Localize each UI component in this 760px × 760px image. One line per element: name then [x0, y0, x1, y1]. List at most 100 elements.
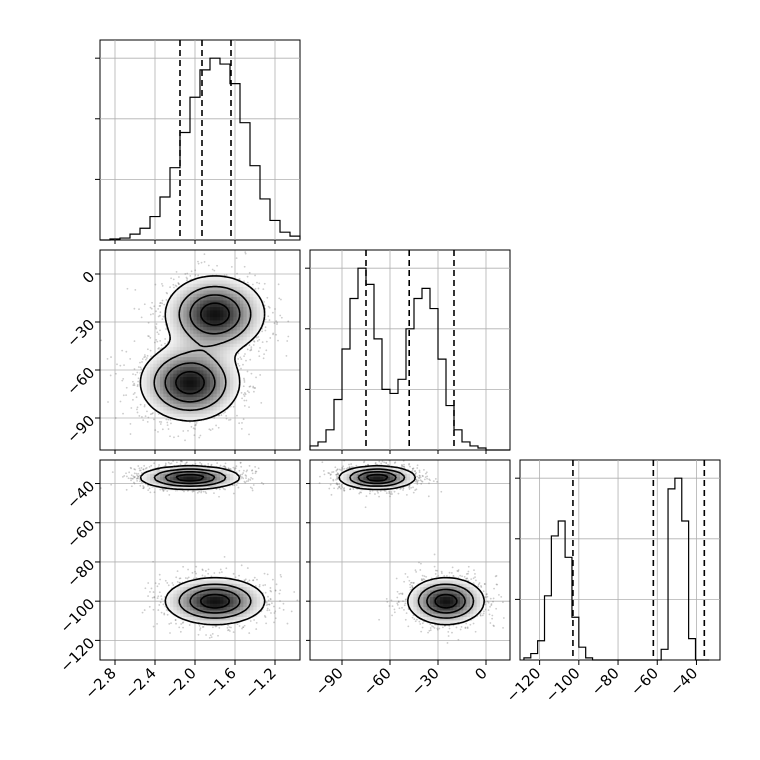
sample-point — [242, 477, 245, 480]
sample-point — [180, 623, 183, 625]
sample-point — [239, 462, 242, 464]
sample-point — [140, 472, 143, 474]
density-cell — [196, 400, 201, 404]
sample-point — [158, 604, 161, 606]
sample-point — [264, 329, 267, 332]
density-cell — [176, 333, 181, 338]
density-cell — [206, 330, 211, 334]
density-cell — [203, 313, 208, 318]
sample-point — [238, 422, 241, 425]
density-cell — [190, 360, 194, 364]
density-cell — [210, 393, 214, 398]
density-cell — [216, 276, 221, 281]
density-cell — [146, 393, 151, 398]
density-cell — [206, 326, 211, 331]
sample-point — [158, 573, 161, 576]
density-cell — [213, 310, 218, 314]
sample-point — [273, 322, 276, 325]
sample-point — [269, 587, 272, 589]
sample-point — [130, 479, 132, 482]
density-cell — [213, 356, 218, 361]
density-cell — [216, 313, 221, 318]
sample-point — [159, 301, 162, 304]
density-cell — [223, 276, 228, 281]
density-cell — [216, 403, 221, 408]
density-cell — [233, 330, 238, 334]
sample-point — [276, 321, 279, 324]
density-cell — [190, 376, 194, 381]
density-cell — [186, 303, 191, 308]
sample-point — [248, 406, 250, 409]
sample-point — [151, 412, 154, 415]
density-cell — [236, 340, 241, 344]
density-cell — [183, 416, 188, 421]
density-cell — [220, 300, 224, 304]
density-cell — [260, 313, 264, 318]
density-cell — [166, 406, 171, 411]
density-cell — [206, 333, 211, 338]
sample-point — [250, 372, 253, 375]
density-cell — [230, 390, 234, 394]
density-cell — [230, 330, 234, 334]
sample-point — [140, 316, 143, 319]
sample-point — [280, 298, 282, 301]
density-cell — [210, 313, 214, 318]
density-cell — [190, 303, 194, 308]
density-cell — [150, 363, 154, 368]
density-cell — [176, 360, 181, 364]
sample-point — [125, 394, 128, 397]
sample-point — [262, 288, 265, 291]
density-cell — [233, 370, 238, 374]
density-cell — [193, 326, 198, 331]
sample-point — [240, 427, 243, 430]
sample-point — [271, 578, 274, 581]
density-cell — [210, 366, 214, 371]
density-cell — [170, 363, 174, 368]
density-cell — [170, 333, 174, 338]
density-cell — [223, 406, 228, 411]
sample-point — [135, 472, 138, 475]
density-cell — [183, 363, 188, 368]
density-cell — [193, 366, 198, 371]
density-cell — [186, 290, 191, 294]
density-cell — [146, 380, 151, 384]
density-cell — [173, 316, 178, 321]
density-cell — [223, 293, 228, 298]
density-cell — [213, 290, 218, 294]
density-cell — [170, 376, 174, 381]
density-cell — [200, 400, 204, 404]
density-cell — [243, 293, 248, 298]
sample-point — [279, 314, 282, 317]
density-cell — [213, 280, 218, 284]
sample-point — [187, 568, 189, 571]
density-cell — [190, 290, 194, 294]
sample-point — [277, 283, 280, 286]
density-cell — [193, 360, 198, 364]
sample-point — [106, 357, 109, 360]
density-cell — [213, 340, 218, 344]
density-cell — [210, 356, 214, 361]
density-cell — [243, 313, 248, 318]
density-cell — [176, 336, 181, 341]
sample-point — [121, 349, 124, 352]
sample-point — [152, 412, 154, 414]
density-cell — [203, 376, 208, 381]
density-cell — [163, 366, 168, 371]
density-cell — [180, 286, 184, 291]
density-cell — [163, 346, 168, 351]
density-cell — [150, 370, 154, 374]
sample-point — [225, 417, 228, 420]
sample-point — [121, 475, 124, 478]
sample-point — [158, 583, 160, 585]
sample-point — [208, 428, 211, 431]
sample-point — [179, 630, 182, 633]
density-cell — [220, 360, 224, 364]
sample-point — [146, 354, 149, 357]
density-cell — [213, 306, 218, 311]
sample-point — [250, 348, 253, 350]
density-cell — [233, 283, 238, 288]
histogram-bars-0 — [100, 57, 301, 241]
sample-point — [179, 463, 182, 466]
density-cell — [183, 396, 188, 401]
density-cell — [233, 320, 238, 324]
